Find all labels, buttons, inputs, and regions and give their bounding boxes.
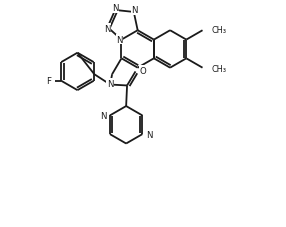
Text: N: N: [116, 35, 123, 44]
Text: N: N: [104, 25, 110, 33]
Text: N: N: [132, 6, 138, 15]
Text: CH₃: CH₃: [211, 65, 227, 74]
Text: N: N: [146, 130, 152, 139]
Text: N: N: [107, 80, 114, 89]
Text: CH₃: CH₃: [211, 26, 227, 35]
Text: N: N: [112, 5, 118, 13]
Text: N: N: [100, 111, 106, 120]
Text: F: F: [46, 77, 51, 86]
Text: O: O: [140, 67, 147, 76]
